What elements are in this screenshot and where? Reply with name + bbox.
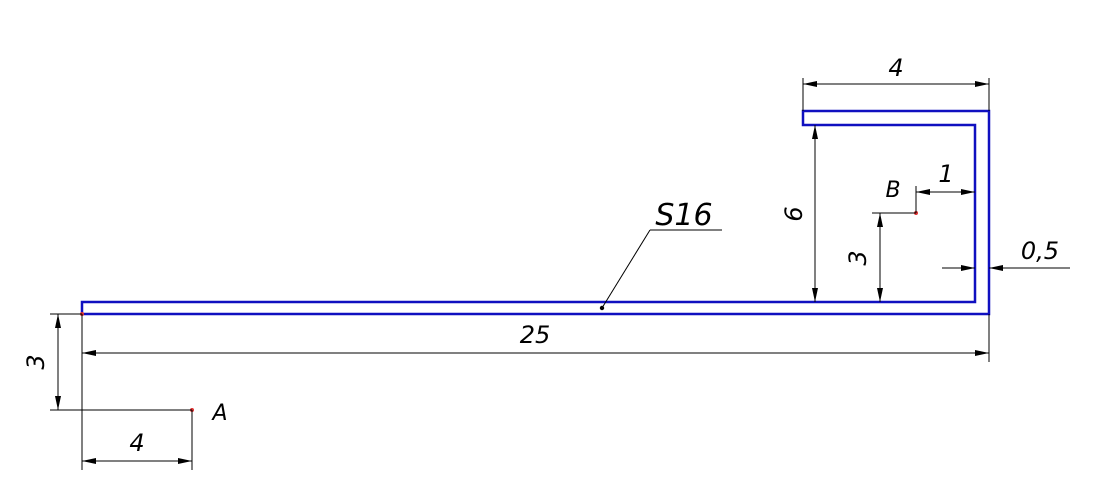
dimension-point-a-offset-y-text: 3 bbox=[22, 354, 50, 369]
dimension-point-b-height: 3 bbox=[844, 212, 916, 302]
dimension-inner-height-text: 6 bbox=[780, 206, 808, 221]
dimension-point-b-height-text: 3 bbox=[844, 250, 872, 265]
section-profile bbox=[80, 109, 991, 316]
dimension-total-length: 25 bbox=[81, 314, 990, 362]
dimension-point-b-offset: 1 bbox=[915, 160, 975, 213]
leader-line bbox=[601, 229, 651, 309]
dimension-top-width: 4 bbox=[802, 54, 990, 111]
dimension-point-a-offset-x-text: 4 bbox=[129, 429, 144, 457]
dimension-point-a-offset-x: 4 bbox=[81, 314, 193, 470]
section-label: S16 bbox=[655, 198, 712, 233]
dimension-thickness-text: 0,5 bbox=[1021, 237, 1059, 265]
dimension-top-width-text: 4 bbox=[888, 54, 903, 82]
dimension-thickness: 0,5 bbox=[942, 237, 1070, 271]
dimension-point-b-offset-text: 1 bbox=[938, 160, 953, 188]
point-b-label: B bbox=[885, 178, 900, 203]
dimension-total-length-text: 25 bbox=[520, 321, 551, 349]
point-a-label: A bbox=[210, 401, 227, 426]
dimension-point-a-offset-y: 3 bbox=[22, 313, 192, 411]
section-label-group: S16 bbox=[599, 198, 722, 311]
dimension-inner-height: 6 bbox=[780, 125, 818, 302]
